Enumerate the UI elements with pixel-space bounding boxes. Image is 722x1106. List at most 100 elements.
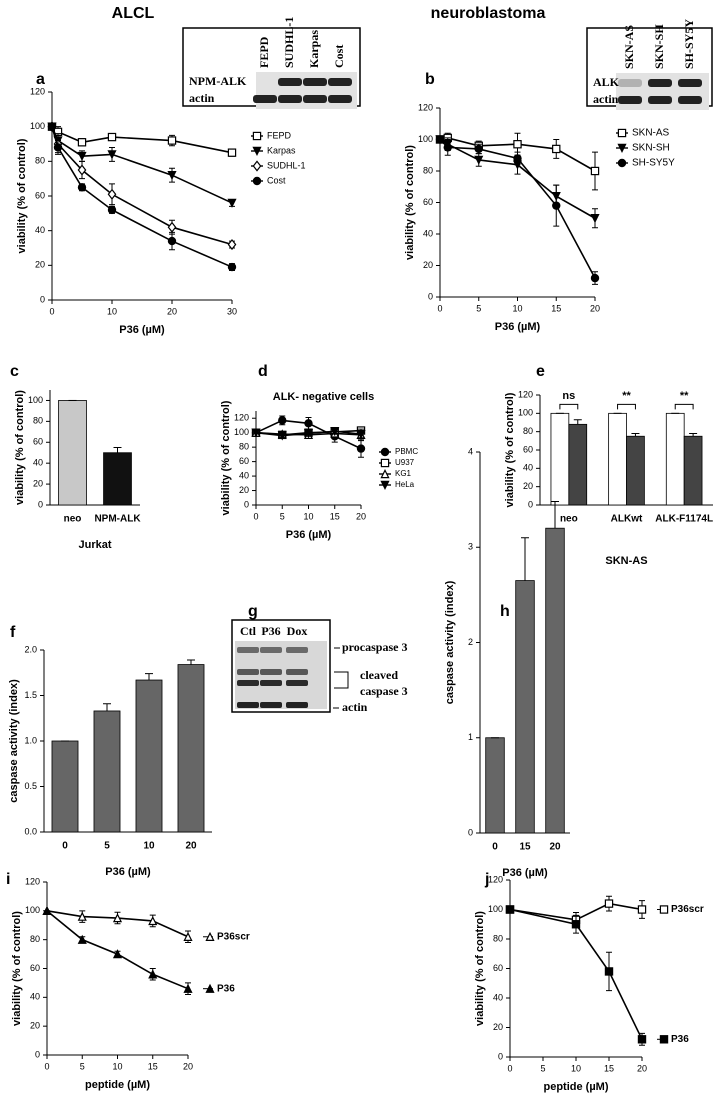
- header: neuroblastoma: [431, 5, 546, 22]
- legend-marker: [252, 146, 262, 156]
- legend-marker: [252, 131, 262, 141]
- y-tick-label: 100: [418, 134, 433, 144]
- marker: [513, 140, 522, 149]
- x-tick-label: 15: [330, 511, 340, 521]
- legend-marker: [205, 983, 215, 993]
- y-tick-label: 40: [523, 463, 533, 473]
- blot-row-label: NPM-ALK: [189, 74, 247, 88]
- blot-band: [286, 647, 308, 653]
- marker: [513, 154, 522, 163]
- x-tick-label: 15: [551, 303, 561, 313]
- x-axis-label: P36 (µM): [119, 324, 165, 336]
- marker: [107, 205, 117, 215]
- marker: [167, 221, 177, 233]
- legend-marker: [252, 160, 262, 172]
- error-bar: [521, 537, 529, 581]
- series-line: [509, 902, 643, 921]
- y-tick-label: 4: [468, 446, 473, 456]
- x-tick-label: ALK-F1174L: [655, 514, 713, 525]
- y-axis-label: viability (% of control): [474, 911, 486, 1026]
- y-axis-label: viability (% of control): [404, 145, 416, 260]
- bracket: [334, 647, 349, 689]
- marker: [604, 967, 614, 976]
- marker: [435, 135, 445, 144]
- x-tick-label: 10: [143, 841, 155, 852]
- y-tick-label: 20: [30, 1021, 40, 1031]
- blot-column-label: SH-SY5Y: [682, 19, 696, 69]
- x-tick-label: 20: [185, 841, 197, 852]
- x-tick-label: 20: [637, 1063, 647, 1073]
- y-tick-label: 20: [239, 485, 249, 495]
- panel-letter: g: [248, 603, 258, 620]
- bar: [626, 435, 645, 506]
- marker: [183, 983, 193, 993]
- x-axis-label: peptide (µM): [85, 1079, 150, 1091]
- y-tick-label: 80: [35, 156, 45, 166]
- blot-column-label: SKN-SH: [652, 24, 666, 69]
- y-tick-label: 0: [498, 1051, 503, 1061]
- marker: [277, 431, 287, 441]
- marker: [303, 429, 314, 439]
- marker: [42, 905, 52, 916]
- blot-band: [678, 96, 702, 104]
- bar: [608, 412, 627, 506]
- bar: [550, 412, 570, 506]
- blot-band: [328, 78, 352, 86]
- x-tick-label: NPM-ALK: [94, 514, 141, 525]
- x-tick-label: 10: [112, 1061, 122, 1071]
- blot-band: [303, 95, 327, 103]
- x-axis-label: SKN-AS: [605, 555, 647, 567]
- marker: [356, 429, 366, 440]
- legend-label: HeLa: [395, 480, 415, 489]
- legend-label: P36: [671, 1034, 689, 1045]
- blot-band: [260, 680, 282, 686]
- y-axis-label: viability (% of control): [16, 138, 28, 253]
- y-tick-label: 0.0: [24, 826, 37, 836]
- y-tick-label: 60: [30, 963, 40, 973]
- y-tick-label: 80: [493, 933, 503, 943]
- bar: [135, 679, 163, 833]
- annotation: **: [680, 390, 689, 402]
- y-tick-label: 60: [35, 190, 45, 200]
- y-tick-label: 0: [40, 294, 45, 304]
- blot-band: [260, 669, 282, 675]
- x-axis-label: P36 (µM): [286, 529, 332, 541]
- marker: [148, 915, 158, 926]
- marker: [167, 136, 177, 145]
- y-tick-label: 80: [30, 934, 40, 944]
- marker: [183, 931, 193, 941]
- marker: [77, 164, 87, 176]
- marker: [77, 151, 87, 162]
- marker: [148, 969, 158, 979]
- y-tick-label: 60: [239, 456, 249, 466]
- y-tick-label: 120: [488, 874, 503, 884]
- marker: [227, 262, 237, 272]
- y-tick-label: 100: [488, 904, 503, 914]
- legend-label: P36scr: [217, 931, 250, 942]
- y-tick-label: 120: [518, 389, 533, 399]
- blot-column-label: Karpas: [307, 30, 321, 68]
- y-tick-label: 120: [418, 102, 433, 112]
- y-tick-label: 60: [33, 437, 43, 447]
- legend-label: SUDHL-1: [267, 160, 306, 170]
- panel-letter: f: [10, 624, 16, 641]
- legend-label: Cost: [267, 175, 286, 185]
- y-tick-label: 40: [33, 458, 43, 468]
- y-tick-label: 0: [428, 291, 433, 301]
- x-tick-label: 20: [167, 306, 177, 316]
- bar: [485, 737, 505, 834]
- panel-letter: h: [500, 603, 510, 620]
- marker: [505, 905, 515, 914]
- y-tick-label: 120: [25, 876, 40, 886]
- x-tick-label: 10: [571, 1063, 581, 1073]
- x-tick-label: 0: [62, 841, 68, 852]
- x-tick-label: 5: [476, 303, 481, 313]
- marker: [47, 122, 57, 131]
- error-bar: [573, 419, 582, 425]
- blot-band: [648, 79, 672, 87]
- blot-band: [286, 680, 308, 686]
- significance-bracket: [674, 403, 694, 410]
- y-tick-label: 0: [528, 499, 533, 509]
- marker: [107, 132, 117, 142]
- x-tick-label: 0: [507, 1063, 512, 1073]
